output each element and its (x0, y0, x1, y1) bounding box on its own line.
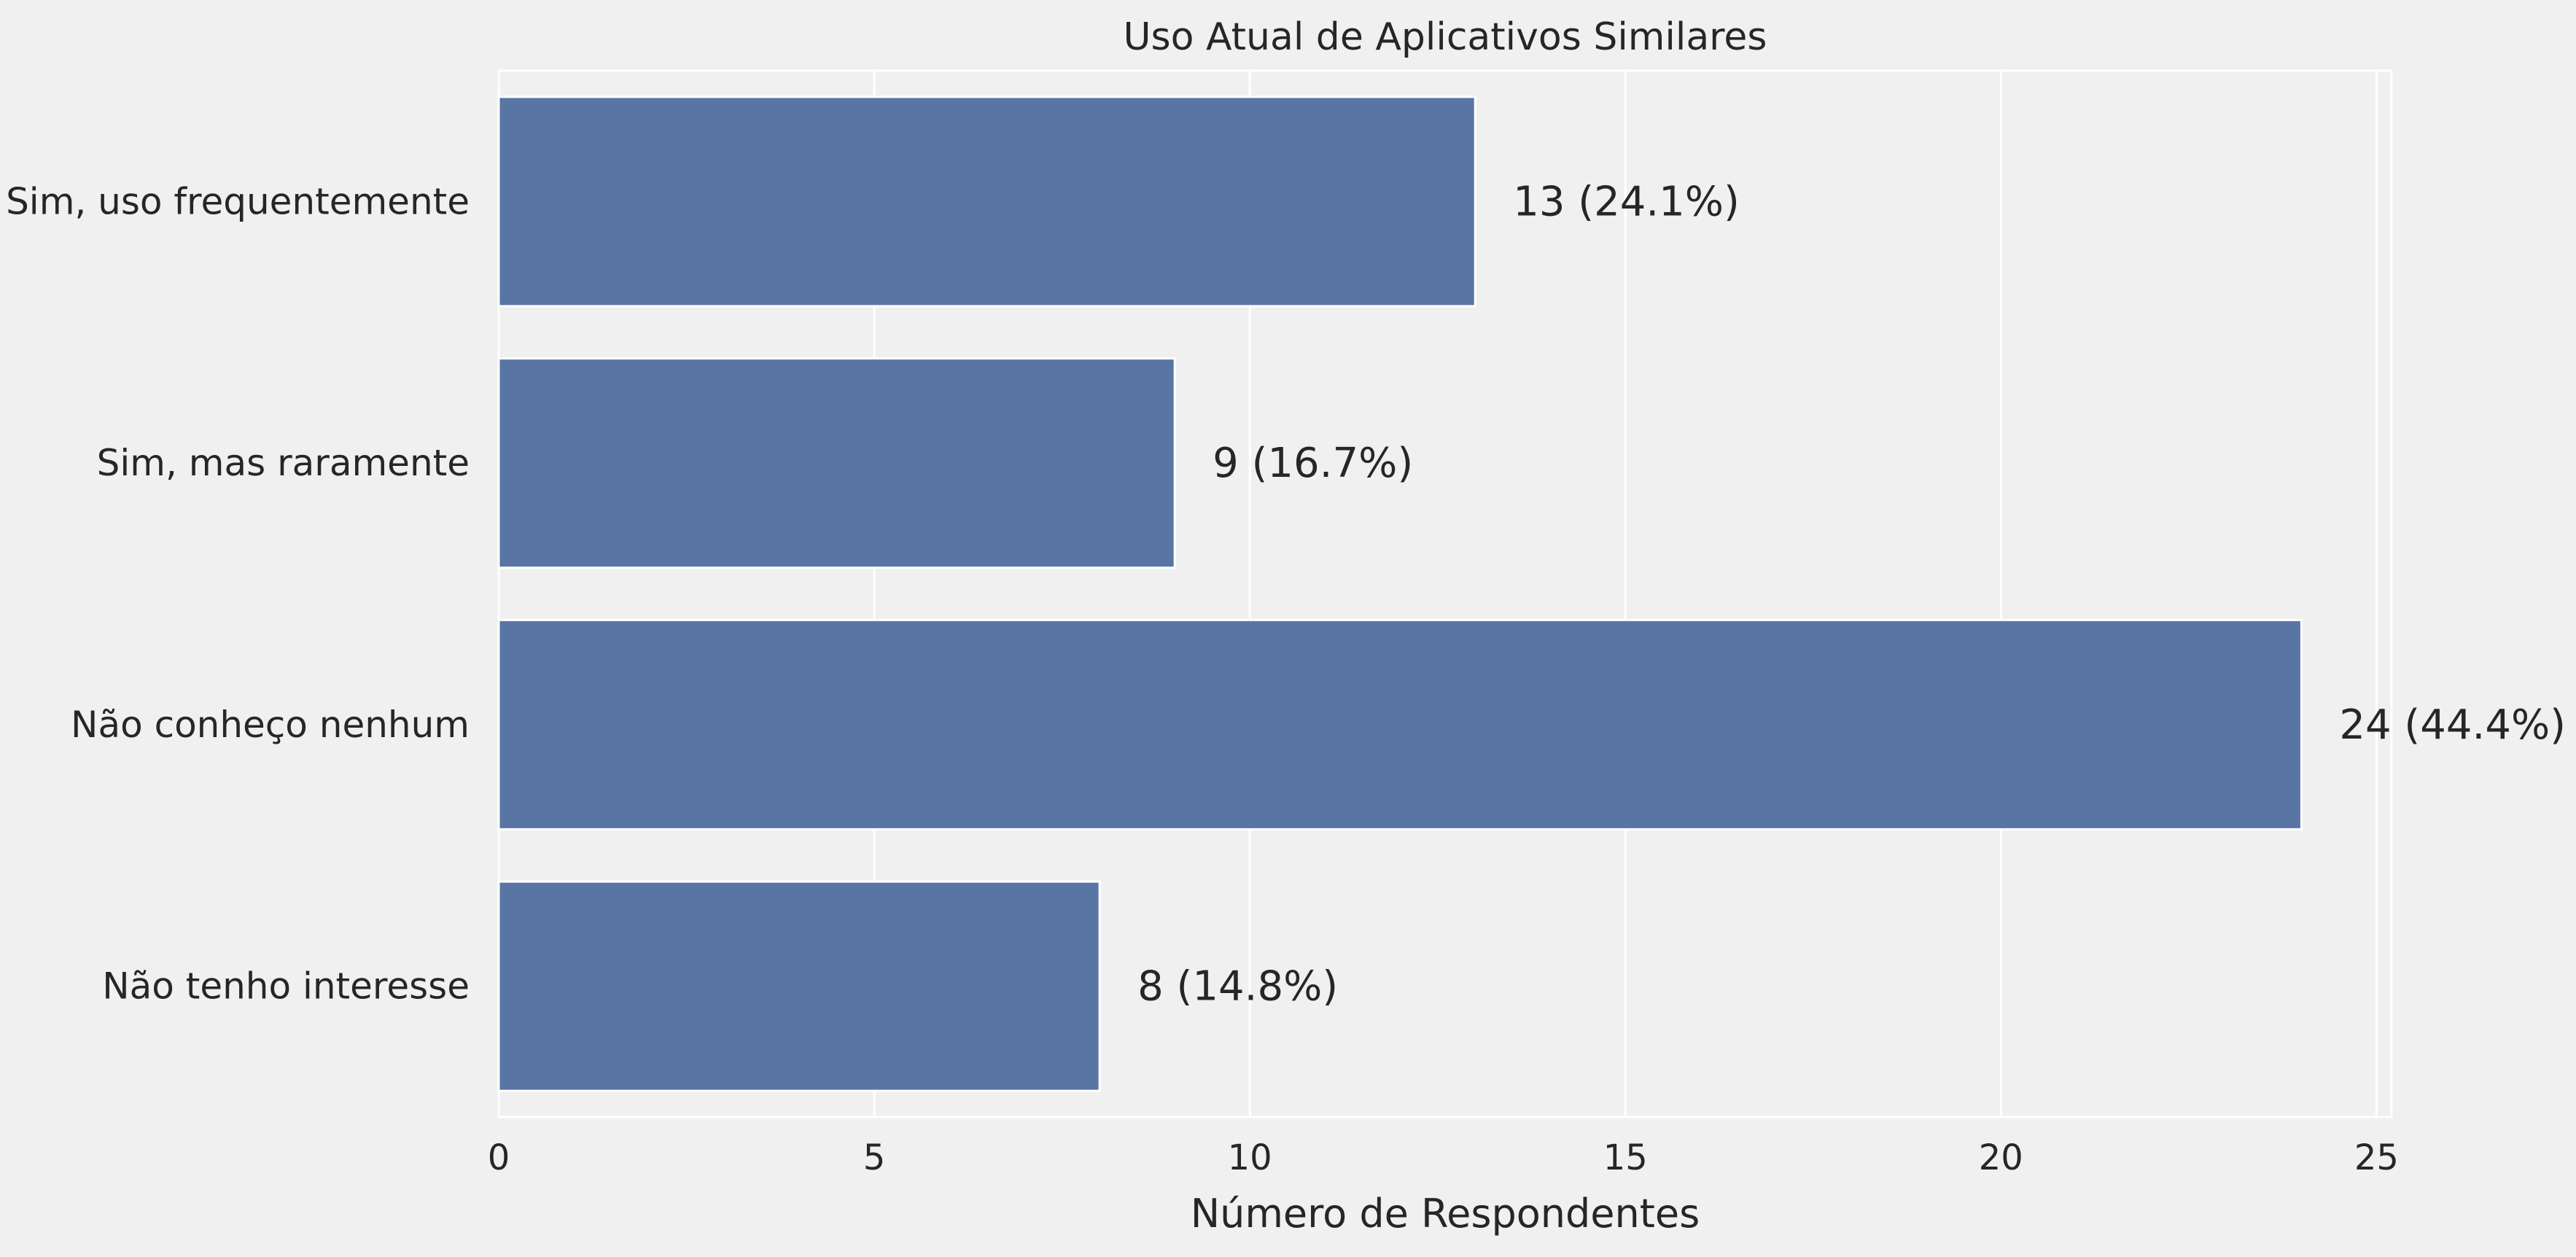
x-tick-label: 0 (488, 1137, 510, 1178)
x-tick-label: 10 (1228, 1137, 1272, 1178)
x-tick-label: 5 (863, 1137, 886, 1178)
y-category-label: Não tenho interesse (102, 965, 470, 1008)
x-tick-label: 25 (2354, 1137, 2399, 1178)
x-axis-ticks: 0 5 10 15 20 25 (488, 1137, 2399, 1178)
bars (497, 96, 2303, 1092)
x-axis-label: Número de Respondentes (1191, 1191, 1700, 1237)
y-category-label: Não conheço nenhum (71, 704, 470, 746)
data-labels: 13 (24.1%) 9 (16.7%) 24 (44.4%) 8 (14.8%) (1137, 178, 2566, 1010)
bar-data-label: 9 (16.7%) (1213, 440, 1413, 487)
y-axis-categories: Sim, uso frequentemente Sim, mas rarament… (6, 180, 470, 1007)
y-category-label: Sim, uso frequentemente (6, 180, 470, 222)
y-category-label: Sim, mas raramente (97, 442, 470, 484)
bar (497, 96, 1476, 308)
chart-title: Uso Atual de Aplicativos Similares (1123, 15, 1767, 59)
x-tick-label: 15 (1603, 1137, 1648, 1178)
bar (497, 880, 1101, 1092)
bar-data-label: 13 (24.1%) (1513, 178, 1740, 225)
bar-data-label: 24 (44.4%) (2339, 701, 2566, 749)
bar (497, 618, 2303, 830)
bar (497, 357, 1176, 569)
x-tick-label: 20 (1979, 1137, 2023, 1178)
bar-data-label: 8 (14.8%) (1137, 963, 1338, 1011)
